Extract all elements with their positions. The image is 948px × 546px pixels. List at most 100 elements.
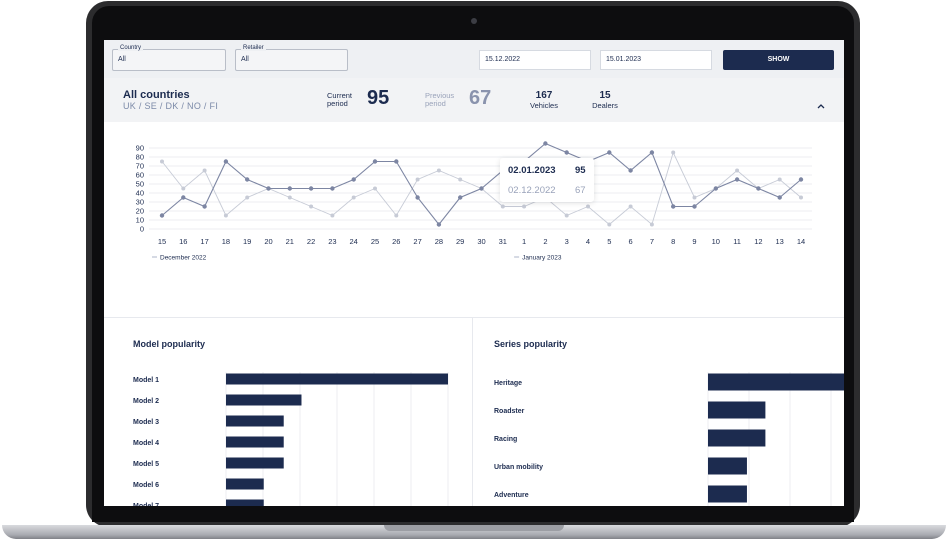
- bar: [226, 373, 448, 385]
- summary-bar: All countries UK / SE / DK / NO / FI Cur…: [104, 78, 844, 122]
- previous-period-point: [777, 177, 782, 182]
- current-period-label: Current period: [327, 91, 353, 108]
- previous-period-point: [607, 222, 612, 227]
- previous-period-point: [586, 204, 590, 209]
- current-period-point: [159, 213, 165, 218]
- bar-label: Heritage: [494, 380, 522, 387]
- previous-period-point: [671, 150, 676, 155]
- x-tick-label: 1: [522, 237, 526, 246]
- date-to-input[interactable]: 15.01.2023: [600, 50, 712, 70]
- month-label: December 2022: [160, 255, 207, 262]
- previous-period-point: [415, 177, 420, 182]
- x-tick-label: 23: [328, 237, 336, 246]
- laptop-base: [2, 525, 946, 539]
- retailer-filter-label: Retailer: [241, 45, 266, 51]
- x-tick-label: 29: [456, 237, 464, 246]
- y-tick-label: 80: [136, 153, 144, 162]
- country-filter[interactable]: Country All: [112, 45, 226, 71]
- current-period-point: [245, 177, 250, 182]
- current-period-point: [351, 177, 356, 182]
- x-tick-label: 8: [671, 237, 675, 246]
- vehicles-label: Vehicles: [530, 101, 558, 110]
- previous-period-point: [245, 195, 250, 200]
- bar-label: Model 5: [133, 461, 159, 468]
- summary-title: All countries: [123, 89, 190, 101]
- x-tick-label: 19: [243, 237, 251, 246]
- previous-period-point: [692, 195, 697, 200]
- bar: [708, 429, 766, 447]
- month-label: January 2023: [522, 255, 562, 262]
- previous-period-point: [799, 195, 803, 200]
- country-filter-label: Country: [118, 45, 144, 51]
- laptop-chin: [92, 506, 854, 522]
- x-tick-label: 20: [264, 237, 272, 246]
- dealers-value: 15: [599, 90, 611, 101]
- tooltip-current-date: 02.01.2023: [508, 165, 556, 176]
- bar-label: Model 7: [133, 503, 159, 506]
- x-tick-label: 3: [565, 237, 569, 246]
- tooltip-previous-date: 02.12.2022: [508, 185, 556, 196]
- panel-divider: [472, 318, 473, 506]
- current-period-point: [777, 195, 782, 200]
- model-popularity-title: Model popularity: [133, 339, 205, 349]
- current-period-point: [266, 186, 271, 191]
- date-from-value: 15.12.2022: [485, 56, 521, 63]
- retailer-filter[interactable]: Retailer All: [235, 45, 348, 71]
- current-period-point: [798, 177, 804, 182]
- retailer-filter-value: All: [241, 56, 249, 63]
- y-tick-label: 10: [136, 216, 144, 225]
- current-period-point: [479, 186, 484, 191]
- current-period-point: [436, 222, 442, 227]
- previous-period-point: [287, 195, 292, 200]
- show-button[interactable]: SHOW: [723, 50, 834, 70]
- bar: [226, 499, 264, 506]
- x-tick-label: 10: [712, 237, 720, 246]
- previous-period-point: [160, 159, 164, 164]
- bar: [708, 485, 747, 503]
- bar-label: Model 6: [133, 482, 159, 489]
- bar-label: Roadster: [494, 408, 525, 415]
- current-period-point: [415, 195, 420, 200]
- bar: [226, 457, 284, 469]
- x-tick-label: 4: [586, 237, 590, 246]
- current-period-point: [458, 195, 463, 200]
- tooltip-previous-value: 67: [575, 185, 586, 196]
- bar-label: Model 3: [133, 419, 159, 426]
- bar: [708, 401, 766, 419]
- x-tick-label: 27: [413, 237, 421, 246]
- previous-period-point: [564, 213, 569, 218]
- previous-period-point: [351, 195, 356, 200]
- current-period-point: [394, 159, 399, 164]
- current-period-value: 95: [367, 87, 390, 109]
- x-tick-label: 25: [371, 237, 379, 246]
- date-from-input[interactable]: 15.12.2022: [479, 50, 591, 70]
- bar-label: Racing: [494, 436, 517, 443]
- x-tick-label: 28: [435, 237, 443, 246]
- previous-period-point: [181, 186, 186, 191]
- current-period-point: [223, 159, 229, 164]
- previous-period-point: [458, 177, 463, 182]
- camera-icon: [471, 18, 477, 24]
- previous-period-point: [373, 186, 377, 191]
- bar-label: Adventure: [494, 492, 529, 499]
- previous-period-label: Previous period: [425, 91, 455, 108]
- previous-period-point: [628, 204, 633, 209]
- bar: [226, 478, 264, 490]
- chevron-up-icon[interactable]: [817, 103, 825, 109]
- vehicles-stat: 167 Vehicles: [524, 90, 564, 110]
- current-period-point: [734, 177, 740, 182]
- x-tick-label: 15: [158, 237, 166, 246]
- x-tick-label: 17: [200, 237, 208, 246]
- section-divider: [104, 317, 844, 318]
- previous-period-point: [394, 213, 399, 218]
- previous-period-point: [735, 168, 740, 173]
- previous-period-point: [649, 222, 654, 227]
- dashboard-screen: Country All Retailer All 15.12.2022 15.0…: [104, 40, 844, 506]
- x-tick-label: 6: [629, 237, 633, 246]
- current-period-point: [607, 150, 612, 155]
- dealers-stat: 15 Dealers: [585, 90, 625, 110]
- y-tick-label: 0: [140, 225, 144, 234]
- current-period-point: [671, 204, 676, 209]
- bar-label: Model 1: [133, 377, 159, 384]
